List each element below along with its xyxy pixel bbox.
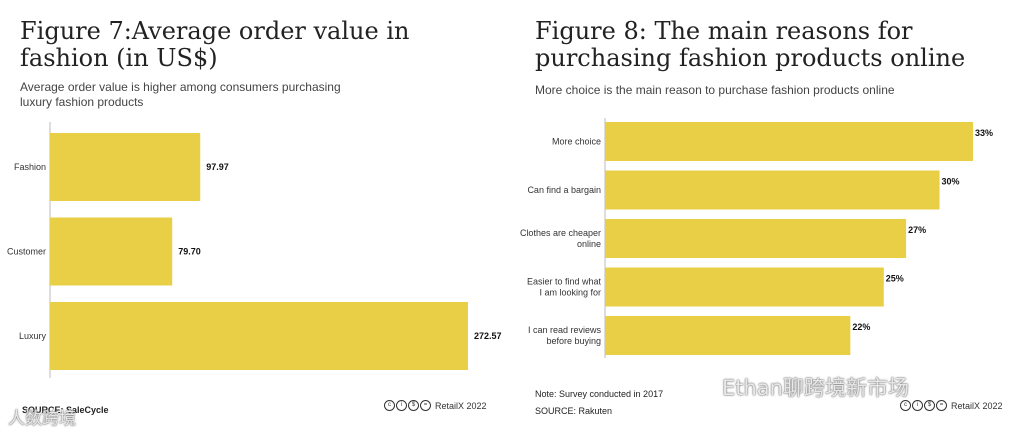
category-label-0: Fashion [14,162,46,172]
category-label-2-line-0: Clothes are cheaper [520,228,601,238]
watermark-left: 人数跨境 [8,409,76,429]
creative-commons-icon: c i $ = [900,400,947,411]
value-label-2: 27% [908,225,926,235]
figure-7-title: Figure 7:Average order value in fashion … [20,17,410,72]
bar-0 [605,122,973,161]
category-label-3-line-1: I am looking for [539,288,601,298]
figure-8-note: Note: Survey conducted in 2017 [535,389,664,399]
bar-1 [50,217,173,286]
figure-7-bar-chart: Fashion 97.97 Customer 79.70 Luxury 272.57 [7,122,502,378]
value-label-1: 79.70 [178,247,201,257]
bar-2 [605,219,907,258]
watermark-right: Ethan聊跨境新市场 [722,376,909,400]
figure-7-brand: c i $ = RetailX 2022 [384,400,487,411]
figure-8-panel: Figure 8: The main reasons for purchasin… [510,0,1022,435]
bar-3 [605,267,884,307]
value-label-2: 272.57 [474,331,502,341]
value-label-0: 97.97 [206,162,229,172]
figure-8-source: SOURCE: Rakuten [535,406,613,416]
figure-8-subtitle: More choice is the main reason to purcha… [535,83,895,97]
creative-commons-icon: c i $ = [384,400,431,411]
figure-8-brand-label: RetailX 2022 [951,400,1003,411]
figure-8-brand: c i $ = RetailX 2022 [900,400,1003,411]
category-label-3-line-0: Easier to find what [527,277,602,287]
value-label-1: 30% [942,177,960,187]
figure-7-panel: Figure 7:Average order value in fashion … [0,0,510,435]
value-label-0: 33% [975,128,993,138]
bar-2 [50,302,468,370]
category-label-2: Luxury [19,331,47,341]
category-label-1: Can find a bargain [527,185,601,195]
bar-1 [605,170,940,210]
figure-8-bar-chart: More choice 33% Can find a bargain 30% Cloth… [520,118,993,358]
figure-7-subtitle: Average order value is higher among cons… [20,80,341,109]
figure-7-source: SOURCE: SaleCycle [22,405,109,415]
bar-0 [50,133,201,201]
category-label-0: More choice [552,137,601,147]
value-label-4: 22% [852,322,870,332]
bar-4 [605,316,851,355]
value-label-3: 25% [886,274,904,284]
figure-7-brand-label: RetailX 2022 [435,400,487,411]
category-label-2-line-1: online [577,239,601,249]
category-label-4-line-0: I can read reviews [528,325,602,335]
category-label-1: Customer [7,247,46,257]
figure-8-title: Figure 8: The main reasons for purchasin… [535,17,966,72]
category-label-4-line-1: before buying [546,336,601,346]
